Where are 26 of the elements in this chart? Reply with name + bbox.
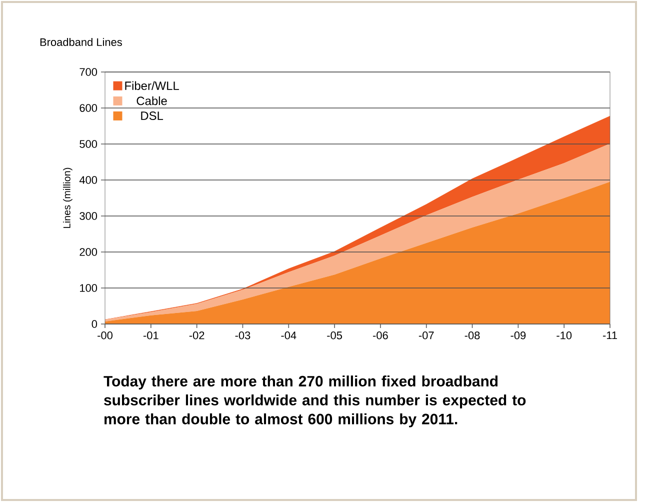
legend-label: Cable <box>136 96 167 106</box>
chart-title: Broadband Lines <box>40 38 122 46</box>
x-tick-label: -01 <box>143 332 158 340</box>
y-tick-label: 0 <box>92 320 98 328</box>
x-tick-label: -05 <box>327 332 342 340</box>
y-axis-title: Lines (million) <box>63 168 72 228</box>
x-tick-label: -03 <box>235 332 250 340</box>
legend-label: DSL <box>141 112 164 120</box>
y-tick-label: 300 <box>80 212 98 220</box>
x-tick-label: -11 <box>602 332 617 340</box>
x-tick-label: -00 <box>98 332 112 340</box>
x-tick-label: -02 <box>189 332 204 340</box>
x-tick-label: -08 <box>464 332 480 340</box>
legend-label: Fiber/WLL <box>125 81 179 90</box>
y-tick-label: 700 <box>80 68 98 76</box>
text: Today there are more than 270 million fixed broadband subscriber lines worldwide and this number is expected to more than double to almost 600 millions by 2011. <box>104 376 526 428</box>
x-tick-label: -10 <box>556 332 572 340</box>
x-tick-label: -06 <box>373 332 388 340</box>
y-tick-label: 200 <box>80 248 98 256</box>
y-tick-label: 400 <box>79 176 98 184</box>
x-tick-label: -04 <box>281 332 296 340</box>
y-tick-label: 500 <box>80 140 98 148</box>
x-tick-label: -07 <box>418 332 434 340</box>
x-tick-label: -09 <box>510 332 526 340</box>
y-tick-label: 100 <box>80 284 98 292</box>
y-tick-label: 600 <box>80 104 98 112</box>
